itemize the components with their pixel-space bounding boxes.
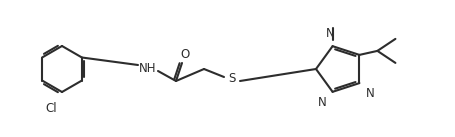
Text: N: N xyxy=(326,27,335,40)
Text: S: S xyxy=(228,72,236,85)
Text: Cl: Cl xyxy=(46,102,57,115)
Text: N: N xyxy=(365,87,374,100)
Text: NH: NH xyxy=(139,62,157,75)
Text: N: N xyxy=(318,96,327,109)
Text: O: O xyxy=(180,48,190,62)
